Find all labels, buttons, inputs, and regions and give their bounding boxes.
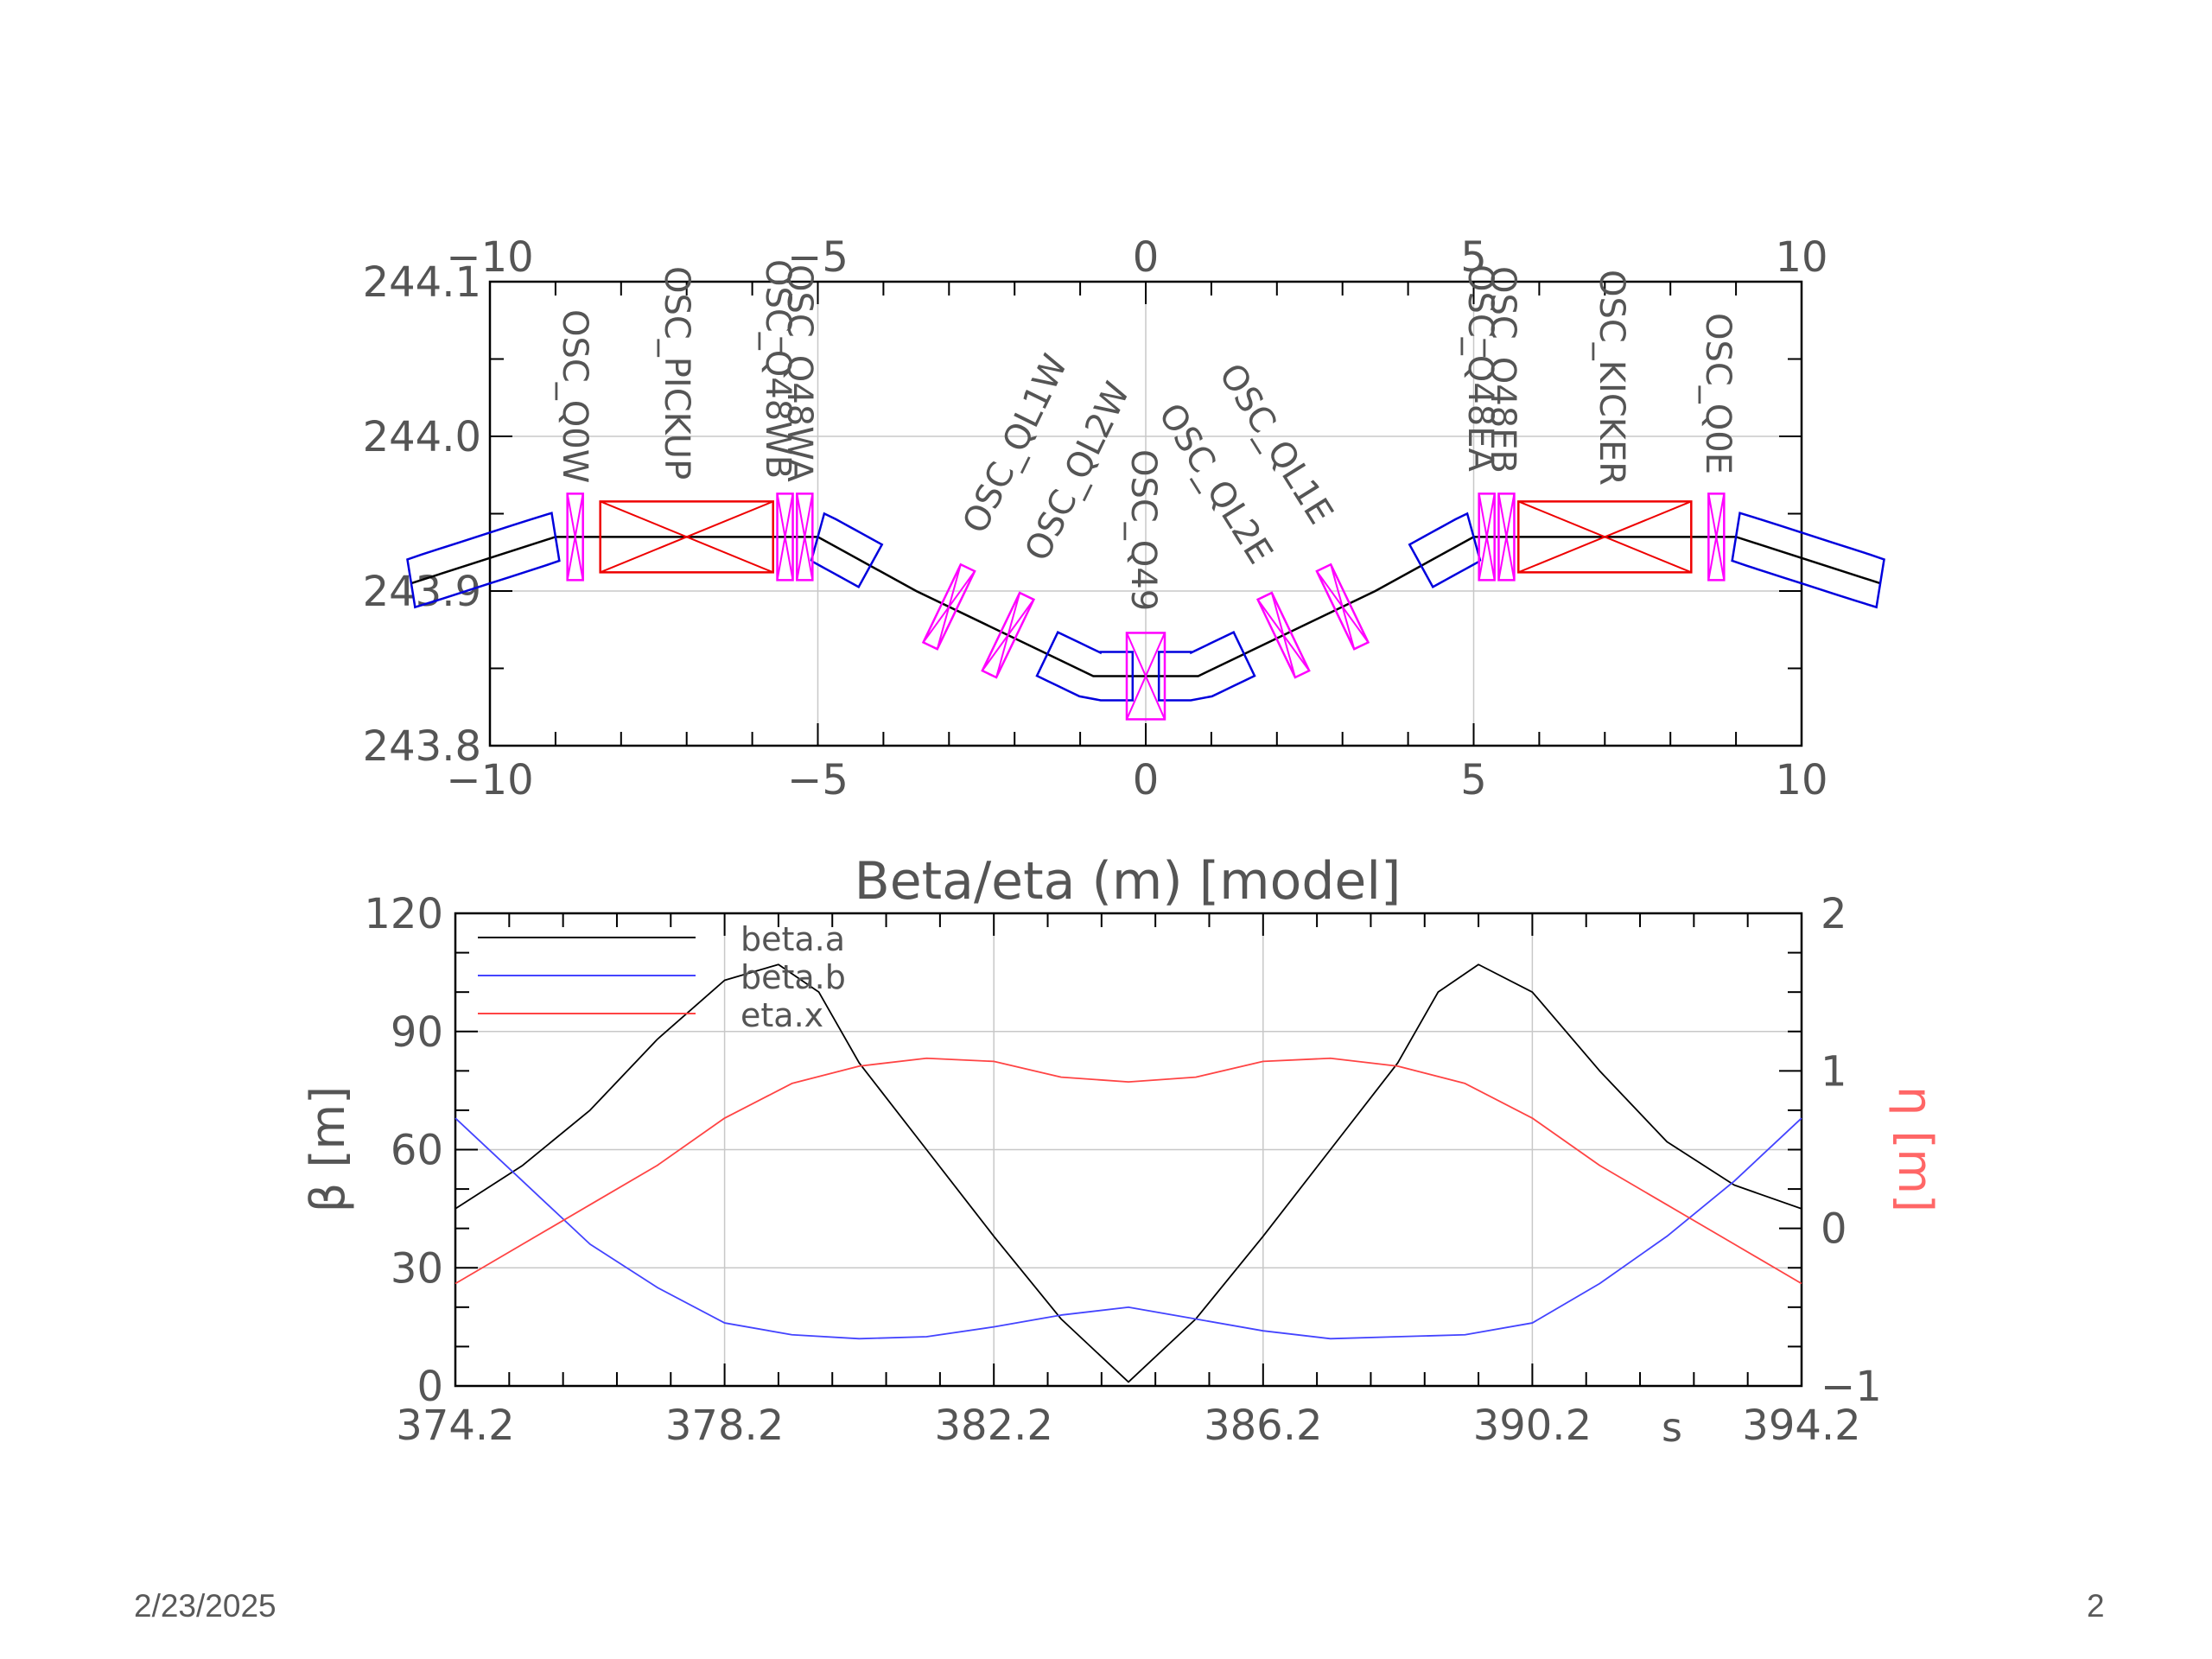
quad-box [921,563,976,651]
layout-y-tick-label: 244.0 [363,413,481,461]
dipole-west-outer [406,512,561,609]
chart-x-tick-label: 374.2 [396,1402,514,1450]
quad-box [1707,493,1726,582]
chart-x-tick-label: 378.2 [665,1402,784,1450]
element-label: OSC_PICKUP [657,266,696,480]
chart-x-tick-label: 394.2 [1742,1402,1860,1450]
quad-box [1125,632,1166,721]
quad-q48eb [1497,493,1516,582]
quad-cross [1707,493,1726,581]
layout-x-tick-label: −5 [787,756,849,804]
slide-number: 2 [2087,1588,2105,1624]
quad-box [566,493,584,582]
undulator-cross [1517,500,1692,574]
chart-y2-axis-label: η [m] [1888,1086,1942,1212]
layout-x-tick-label-top: 0 [1133,233,1160,282]
chart-y-tick-label: 90 [391,1008,443,1057]
quad-cross [1126,632,1166,720]
quad-q0w [566,493,584,582]
quad-box [981,591,1036,679]
chart-x-axis-label: s [1662,1404,1682,1451]
quad-box [1315,563,1370,651]
dipole-east-inner [1408,512,1482,588]
element-label: OSC_Q48WB [758,259,798,479]
chart-y2-tick-label: 0 [1821,1205,1847,1254]
quad-cross [796,493,814,581]
element-label: OSC_Q0W [555,309,594,483]
quad-box [1478,493,1496,582]
chart-x-tick-label: 390.2 [1473,1402,1592,1450]
element-label: OSC_KICKER [1592,270,1631,486]
layout-x-tick-label: 0 [1133,756,1160,804]
chart-y2-tick-label: 2 [1821,890,1847,938]
quad-cross [1497,493,1516,581]
chart-y-axis-label: β [m] [301,1086,355,1212]
series-line-beta-a [454,963,1802,1383]
quad-q48ea [1478,493,1496,582]
quad-cross [1330,563,1356,650]
series-line-eta-x [454,1057,1802,1285]
quad-box [1497,493,1516,582]
quad-cross [982,599,1035,671]
legend-label: eta.x [741,996,823,1034]
undulator-pickup [599,500,774,574]
quad-q49 [1125,632,1166,721]
element-label: OSC_Q0E [1698,313,1738,474]
quad-cross [776,493,794,581]
dipole-center-west [1035,631,1135,702]
quad-ql2e [1255,591,1311,679]
undulator-box [1517,500,1693,574]
chart-y-tick-label: 60 [391,1127,443,1175]
layout-x-tick-label: −10 [446,756,533,804]
quad-ql2w [981,591,1036,679]
layout-x-tick-label: 5 [1460,756,1487,804]
beta-eta-chart: Beta/eta (m) [model] 374.2 378.2 382.2 386.2… [301,851,1942,1451]
layout-y-tick-label: 243.8 [363,722,481,771]
quad-cross [1270,592,1296,678]
element-label: OSC_Q48EA [1460,264,1500,472]
chart-y2-tick-label: 1 [1821,1047,1847,1096]
layout-x-tick-label-top: 10 [1775,233,1827,282]
chart-y-tick-label: 0 [416,1363,443,1411]
layout-x-tick-label: 10 [1775,756,1827,804]
series-line-beta-b [454,1117,1802,1340]
quad-cross [1478,493,1496,581]
layout-x-tick-label-top: −10 [446,233,533,282]
quad-box [776,493,794,582]
chart-title: Beta/eta (m) [model] [855,851,1402,912]
footer-date: 2/23/2025 [134,1588,276,1624]
quad-ql1e [1315,563,1370,651]
legend-label: beta.a [741,920,845,958]
undulator-box [599,500,774,574]
quad-cross [566,493,584,581]
quad-box [796,493,814,582]
chart-y2-tick-label: −1 [1821,1363,1882,1411]
chart-x-tick-label: 382.2 [934,1402,1052,1450]
element-label: OSC_Q49 [1123,449,1163,611]
chart-x-tick-label: 386.2 [1204,1402,1322,1450]
dipole-east-outer [1731,512,1885,609]
quad-cross [922,570,976,643]
undulator-cross [600,500,774,574]
quad-ql1w [921,563,976,651]
layout-y-tick-label: 244.1 [363,258,481,307]
layout-x-tick-label-top: −5 [787,233,849,282]
quad-box [1255,591,1311,679]
legend-label: beta.b [741,958,846,996]
dipole-center-east [1157,631,1256,702]
element-label: OSC_Q48EB [1483,266,1522,474]
chart-y-tick-label: 30 [391,1244,443,1293]
quad-q48wb [796,493,814,582]
layout-x-tick-label-top: 5 [1460,233,1487,282]
dipole-west-inner [810,512,884,588]
chart-y-tick-label: 120 [364,890,443,938]
lattice-layout-plot: −10−10−5−500551010243.8243.9244.0244.1OS… [363,233,1885,804]
element-label: OSC_Q48WA [779,264,819,483]
quad-q48wa [776,493,794,582]
undulator-kicker [1517,500,1693,574]
quad-q0e [1707,493,1726,582]
